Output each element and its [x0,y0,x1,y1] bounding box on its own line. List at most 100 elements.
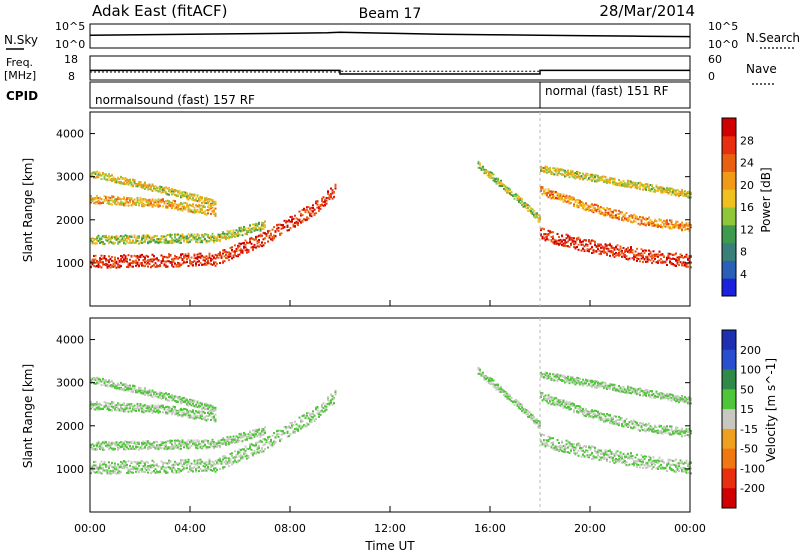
power-cell [231,234,233,237]
power-cell [205,202,208,205]
velocity-cell [192,402,194,405]
power-cell [142,183,145,186]
power-cell [129,262,131,265]
power-cell [138,258,140,261]
power-cell [597,248,599,251]
power-cell [244,243,247,246]
power-cell [306,218,308,221]
power-cell [573,204,575,207]
velocity-cell [240,436,242,439]
power-cell [559,242,562,245]
power-cell [249,229,251,232]
velocity-cell [222,458,224,461]
power-cell [259,228,262,231]
power-cell [111,236,113,239]
velocity-cell [184,459,187,462]
velocity-cell [165,406,167,409]
power-cell [121,197,124,200]
velocity-cell [108,405,110,408]
power-cell [210,259,212,262]
power-cell [178,241,181,244]
power-cell [142,264,145,267]
power-cell [97,171,100,174]
velocity-cell [147,465,149,468]
velocity-cell [100,447,103,450]
power-cell [568,176,571,179]
power-cell [621,211,623,214]
power-cell [100,237,103,240]
power-cell [127,204,130,207]
velocity-cell [111,465,113,468]
velocity-cell [112,406,115,409]
velocity-cell [256,448,259,451]
power-cell [145,201,148,204]
power-cell [574,247,577,250]
velocity-cell [174,405,176,408]
velocity-cell [172,409,175,412]
velocity-cell [168,410,170,413]
power-cell [141,235,143,238]
power-cell [645,260,647,263]
power-cell [675,194,677,197]
power-cell [94,254,97,257]
power-cell [669,260,671,263]
power-cell [207,233,209,236]
power-cell [585,172,587,175]
power-cell [139,201,142,204]
power-cell [105,259,107,262]
power-cell [151,260,154,263]
velocity-cell [136,469,139,472]
power-cell [685,255,688,258]
power-cell [118,264,121,267]
velocity-cell [145,391,148,394]
power-cell [213,237,215,240]
power-cell [165,186,167,189]
power-cell [315,212,317,215]
power-cell [651,220,653,223]
velocity-cell [256,434,259,437]
power-cell [163,202,166,205]
power-cell [237,233,239,236]
velocity-cell [186,447,188,450]
power-cell [118,198,121,201]
power-cell [673,191,676,194]
power-cell [145,234,148,237]
power-cell [120,259,122,262]
power-cell [546,171,548,174]
power-cell [196,234,199,237]
power-cell [559,194,562,197]
power-cell [676,256,679,259]
power-cell [681,262,683,265]
velocity-cell [291,425,293,428]
power-cell [201,208,203,211]
power-cell [541,193,544,196]
power-cell [228,237,230,240]
power-cell [585,176,587,179]
power-cell [536,215,538,218]
power-cell [168,241,170,244]
power-cell [612,215,614,218]
power-cell [121,177,124,180]
power-cell [586,204,589,207]
power-cell [679,256,682,259]
velocity-cell [255,441,257,444]
power-cell [666,219,668,222]
velocity-cell [94,444,97,447]
power-cell [568,197,571,200]
velocity-cell [151,409,154,412]
power-cell [306,216,308,219]
power-cell [300,214,302,217]
velocity-cell [325,408,328,411]
velocity-cell [123,387,125,390]
power-cell [592,174,595,177]
velocity-cell [213,462,215,465]
power-cell [115,260,118,263]
power-cell [609,244,611,247]
velocity-cell [325,403,328,406]
power-cell [681,224,683,227]
power-cell [670,263,673,266]
power-cell [622,179,625,182]
power-cell [111,203,113,206]
velocity-cell [160,447,163,450]
